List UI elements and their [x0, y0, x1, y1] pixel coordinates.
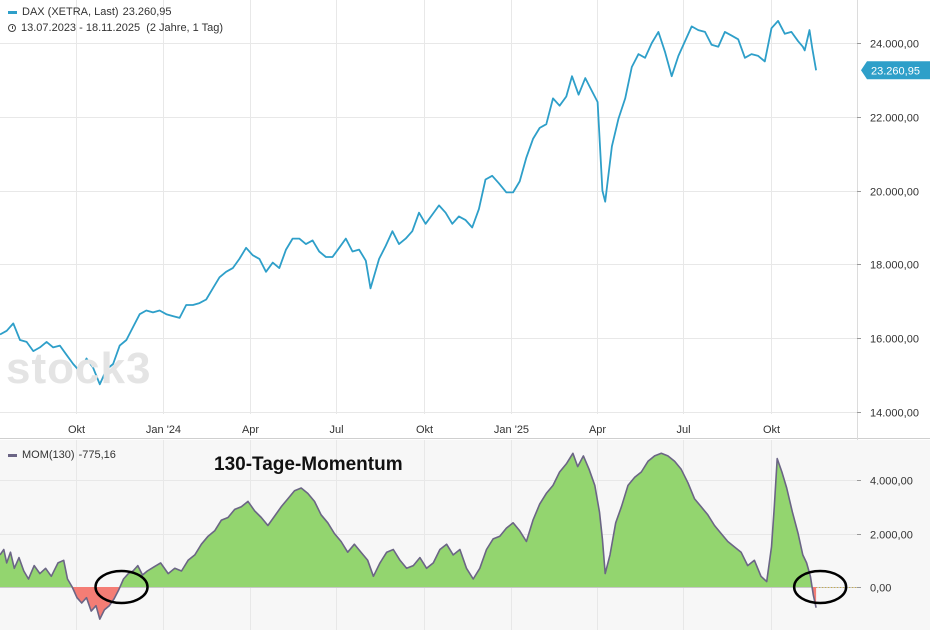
x-tick-label: Apr [589, 424, 606, 436]
x-tick-label: Jul [676, 424, 690, 436]
momentum-negative-area [0, 587, 817, 620]
momentum-legend-value: -775,16 [78, 449, 116, 461]
period-text: (2 Jahre, 1 Tag) [146, 22, 224, 34]
price-legend-label: DAX (XETRA, Last) [22, 6, 119, 18]
price-y-tick-label: 18.000,00 [870, 260, 919, 272]
x-tick-label: Apr [242, 424, 259, 436]
x-tick-label: Okt [763, 424, 780, 436]
momentum-annotation-title: 130-Tage-Momentum [214, 454, 403, 475]
price-y-tick-label: 20.000,00 [870, 187, 919, 199]
price-legend-value: 23.260,95 [122, 6, 172, 18]
price-y-tick-label: 22.000,00 [870, 113, 919, 125]
x-tick-label: Okt [416, 424, 433, 436]
date-range-text: 13.07.2023 - 18.11.2025 [21, 22, 141, 34]
price-y-tick-label: 16.000,00 [870, 334, 919, 346]
annotations [94, 569, 848, 605]
momentum-line [0, 452, 817, 620]
x-tick-label: Jan '25 [494, 424, 529, 436]
momentum-legend[interactable]: MOM(130) -775,16 [8, 449, 116, 461]
last-value-badge [861, 61, 930, 80]
annotation-ellipse [792, 569, 848, 605]
momentum-area [0, 452, 817, 620]
momentum-y-tick-label: 0,00 [870, 583, 891, 595]
axes: Okt Jan '24 Apr Jul Okt Jan '25 Apr Jul Okt 14.00… [68, 39, 930, 595]
price-y-tick-label: 24.000,00 [870, 39, 919, 51]
price-y-tick-label: 14.000,00 [870, 408, 919, 420]
price-legend-swatch [8, 10, 17, 14]
momentum-legend-swatch [8, 453, 17, 457]
x-tick-label: Jan '24 [146, 424, 181, 436]
annotation-ellipse [94, 569, 149, 605]
momentum-y-tick-label: 4.000,00 [870, 476, 913, 488]
price-line [0, 20, 817, 386]
last-value-label: 23.260,95 [871, 65, 920, 77]
price-legend[interactable]: DAX (XETRA, Last) 23.260,95 [8, 6, 172, 18]
x-tick-label: Okt [68, 424, 85, 436]
clock-icon [8, 24, 16, 32]
price-line-layer [0, 20, 817, 386]
momentum-legend-label: MOM(130) [22, 449, 75, 461]
watermark-logo: stock3 [6, 344, 152, 393]
date-range-legend[interactable]: 13.07.2023 - 18.11.2025 (2 Jahre, 1 Tag) [8, 22, 223, 34]
x-tick-label: Jul [329, 424, 343, 436]
momentum-y-tick-label: 2.000,00 [870, 530, 913, 542]
momentum-positive-area [0, 453, 817, 587]
